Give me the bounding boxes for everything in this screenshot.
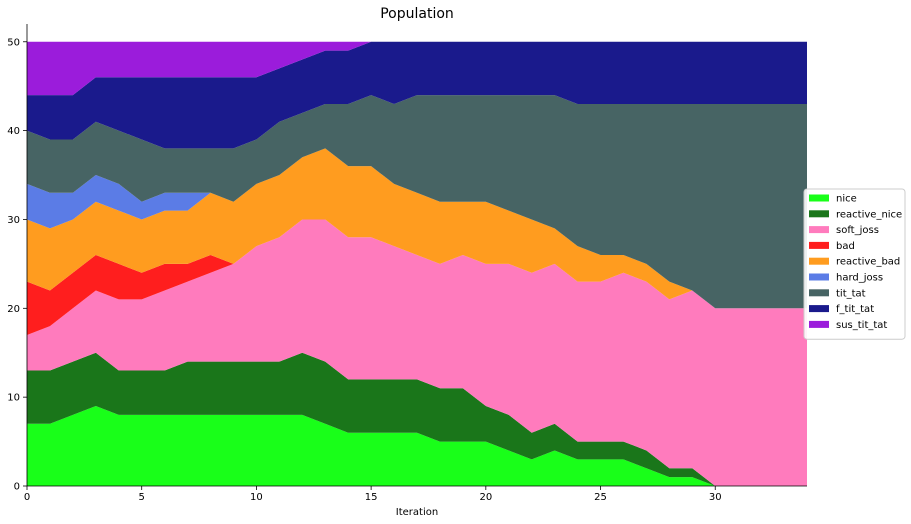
- legend-swatch-reactive-nice: [809, 210, 829, 218]
- legend-label-nice: nice: [836, 194, 857, 205]
- area-reactive-bad: [27, 148, 807, 309]
- area-reactive-nice: [27, 352, 807, 486]
- axes: 0 5 10 15 20 25 30 0 10 20 30 40 50: [7, 24, 807, 503]
- legend-swatch-f-tit-tat: [809, 305, 829, 313]
- legend-label-reactive-bad: reactive_bad: [836, 257, 900, 268]
- area-nice: [27, 406, 807, 486]
- legend-label-hard-joss: hard_joss: [836, 273, 883, 284]
- area-f-tit-tat: [27, 41, 807, 149]
- legend-swatch-nice: [809, 194, 829, 202]
- y-tick-label: 10: [7, 393, 20, 404]
- legend-swatch-bad: [809, 241, 829, 249]
- area-soft-joss: [27, 219, 807, 486]
- x-axis-title: Iteration: [396, 507, 438, 518]
- legend-label-soft-joss: soft_joss: [836, 225, 879, 236]
- x-tick-label: 20: [479, 492, 492, 503]
- x-tick-label: 0: [24, 492, 30, 503]
- legend-label-reactive-nice: reactive_nice: [836, 209, 902, 220]
- legend-label-sus-tit-tat: sus_tit_tat: [836, 320, 887, 331]
- legend-swatch-hard-joss: [809, 273, 829, 281]
- x-tick-label: 10: [250, 492, 263, 503]
- legend-swatch-reactive-bad: [809, 257, 829, 265]
- stacked-areas: [27, 41, 807, 486]
- y-tick-label: 20: [7, 304, 20, 315]
- chart-title: Population: [380, 6, 454, 22]
- area-tit-tat: [27, 95, 807, 309]
- x-tick-label: 15: [365, 492, 378, 503]
- legend-label-tit-tat: tit_tat: [836, 288, 866, 299]
- legend-swatch-sus-tit-tat: [809, 320, 829, 328]
- y-tick-label: 40: [7, 126, 20, 137]
- legend-frame: [803, 188, 906, 340]
- area-bad: [27, 219, 807, 335]
- y-tick-label: 30: [7, 215, 20, 226]
- x-tick-label: 30: [709, 492, 722, 503]
- legend-label-f-tit-tat: f_tit_tat: [836, 304, 874, 315]
- x-tick-label: 25: [594, 492, 607, 503]
- legend-label-bad: bad: [836, 241, 855, 252]
- y-tick-label: 50: [7, 37, 20, 48]
- area-sus-tit-tat: [27, 41, 807, 96]
- x-tick-label: 5: [139, 492, 145, 503]
- y-tick-label: 0: [14, 482, 20, 493]
- legend-swatch-tit-tat: [809, 289, 829, 297]
- legend-swatch-soft-joss: [809, 226, 829, 234]
